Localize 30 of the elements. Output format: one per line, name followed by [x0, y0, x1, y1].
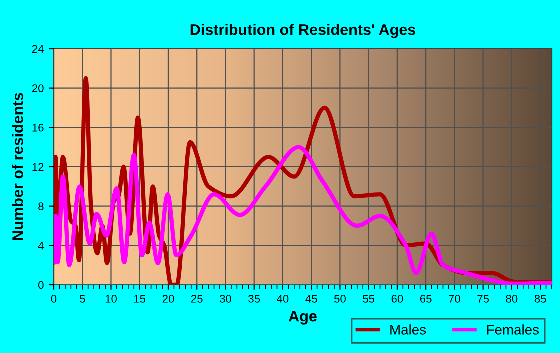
x-tick-label: 55: [363, 295, 375, 303]
chart-title: Distribution of Residents' Ages: [190, 24, 416, 38]
x-tick-label: 80: [506, 295, 518, 303]
x-tick-label: 35: [248, 295, 260, 303]
legend-label: Females: [487, 324, 539, 335]
x-tick-label: 5: [80, 295, 86, 303]
y-axis-title: Number of residents: [12, 93, 24, 240]
y-tick-label: 0: [38, 281, 44, 290]
x-tick-label: 70: [449, 295, 460, 303]
x-tick-label: 0: [51, 295, 57, 303]
x-axis-title: Age: [288, 311, 317, 325]
x-tick-label: 30: [220, 295, 232, 303]
x-tick-label: 10: [106, 295, 117, 303]
y-tick-label: 24: [32, 45, 44, 54]
x-tick-label: 60: [392, 295, 404, 303]
x-tick-label: 25: [191, 295, 203, 303]
y-tick-label: 8: [38, 202, 44, 210]
x-tick-label: 50: [334, 295, 346, 303]
x-tick-label: 40: [277, 295, 289, 303]
x-tick-label: 75: [478, 295, 490, 303]
x-tick-label: 15: [134, 295, 146, 303]
x-tick-label: 20: [162, 295, 174, 303]
y-tick-label: 20: [32, 84, 44, 92]
y-tick-label: 4: [38, 242, 44, 250]
x-tick-label: 45: [306, 295, 318, 303]
x-tick-label: 85: [534, 295, 546, 303]
x-tick-label: 65: [420, 295, 432, 303]
y-tick-label: 12: [32, 163, 44, 172]
legend-label: Males: [390, 324, 426, 335]
y-tick-label: 16: [32, 124, 44, 132]
